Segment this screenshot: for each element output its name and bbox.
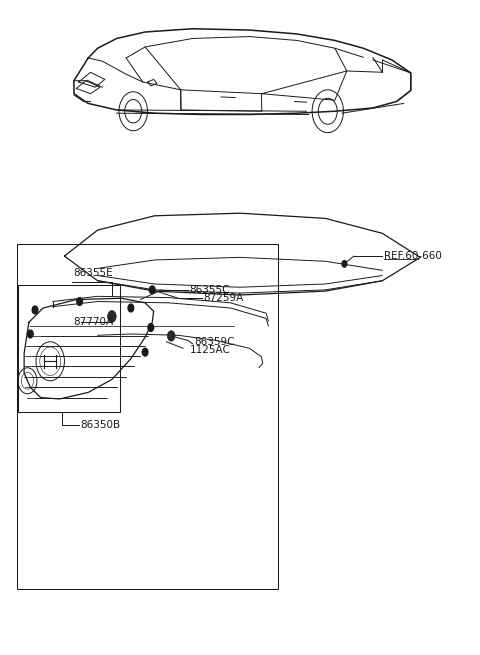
Text: REF.60-660: REF.60-660 (384, 251, 442, 261)
Circle shape (77, 297, 83, 305)
Circle shape (108, 310, 116, 322)
Circle shape (342, 261, 347, 267)
Text: 87770A: 87770A (73, 317, 113, 328)
Circle shape (142, 348, 148, 356)
Circle shape (168, 331, 175, 341)
Circle shape (32, 306, 38, 314)
Text: 86355E: 86355E (73, 268, 113, 278)
Circle shape (149, 286, 155, 293)
Circle shape (128, 304, 134, 312)
Text: 86359C: 86359C (194, 337, 234, 346)
Text: 86355C: 86355C (189, 285, 230, 295)
Text: 87259A: 87259A (204, 293, 244, 303)
Circle shape (27, 330, 33, 338)
Circle shape (148, 324, 154, 331)
Text: 1125AC: 1125AC (190, 345, 231, 354)
Text: 86350B: 86350B (80, 420, 120, 430)
